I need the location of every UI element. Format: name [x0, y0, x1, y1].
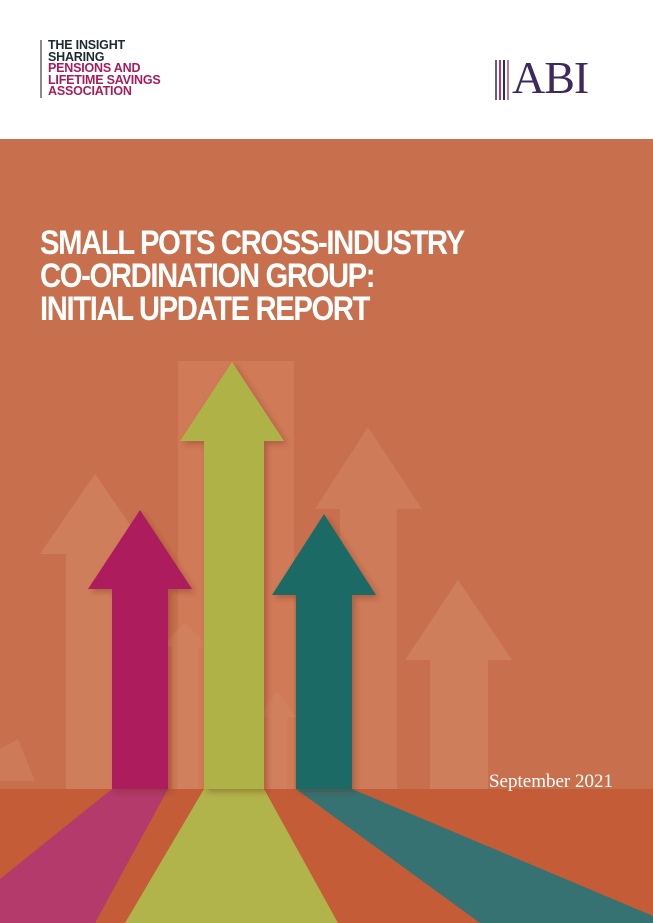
abi-logo-text: ABI: [512, 52, 589, 103]
plsa-logo-line: PENSIONS AND: [48, 61, 141, 75]
cover-panel: SMALL POTS CROSS-INDUSTRY CO-ORDINATION …: [0, 139, 653, 923]
rising-arrows-illustration: [0, 361, 653, 923]
report-title: SMALL POTS CROSS-INDUSTRY CO-ORDINATION …: [40, 224, 522, 328]
report-title-line: INITIAL UPDATE REPORT: [40, 290, 370, 328]
plsa-logo-line: ASSOCIATION: [48, 84, 132, 98]
cover-header: THE INSIGHT SHARING PENSIONS AND LIFETIM…: [0, 0, 653, 139]
report-title-line: CO-ORDINATION GROUP:: [40, 257, 376, 295]
plsa-logo: THE INSIGHT SHARING PENSIONS AND LIFETIM…: [40, 38, 161, 98]
publication-date: September 2021: [488, 771, 613, 792]
plsa-logo-line: LIFETIME SAVINGS: [48, 72, 161, 87]
abi-logo-bars-icon: [495, 60, 509, 100]
report-title-line: SMALL POTS CROSS-INDUSTRY: [40, 224, 465, 262]
plsa-logo-line: SHARING: [48, 49, 105, 64]
abi-logo: ABI: [494, 52, 619, 103]
plsa-logo-line: THE INSIGHT: [48, 38, 125, 52]
